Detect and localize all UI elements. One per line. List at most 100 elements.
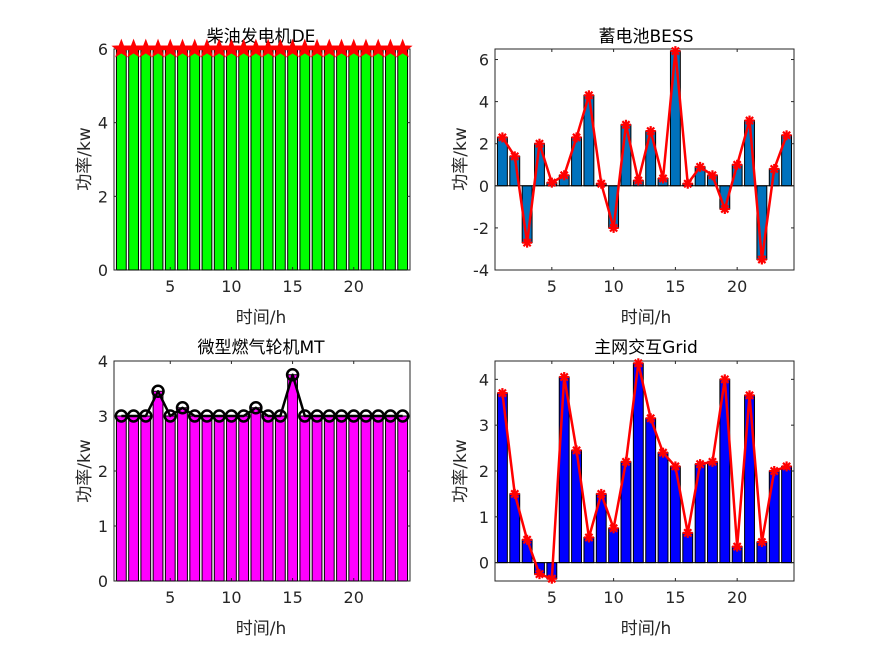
bar <box>152 390 164 582</box>
bar <box>213 415 225 582</box>
data-point <box>608 222 619 233</box>
bar <box>128 415 139 582</box>
data-point <box>658 173 669 184</box>
data-point <box>682 527 693 538</box>
bar <box>262 48 274 271</box>
data-point <box>719 374 730 385</box>
subplot-diesel: 柴油发电机DE 功率/kw 时间/h 5 10 15 20 0 2 4 6 <box>75 27 413 328</box>
bar <box>299 415 311 582</box>
bar <box>177 48 188 271</box>
data-point <box>596 488 607 499</box>
bar <box>311 415 323 582</box>
data-point <box>559 170 570 181</box>
subplot-title: 主网交互Grid <box>594 338 698 358</box>
bar <box>250 48 262 271</box>
y-tick-label: 2 <box>479 135 489 154</box>
bar <box>201 415 213 582</box>
data-point <box>769 466 780 476</box>
bar <box>397 48 409 271</box>
x-tick-label: 20 <box>344 277 364 296</box>
y-tick-label: 3 <box>98 407 108 426</box>
y-tick-label: 1 <box>479 508 489 527</box>
x-tick-label: 15 <box>665 588 685 607</box>
data-point <box>719 203 730 214</box>
subplot-grid: 主网交互Grid 功率/kw 时间/h 5 10 15 20 0 1 2 3 4 <box>451 338 795 639</box>
data-point <box>596 178 607 189</box>
subplot-title: 微型燃气轮机MT <box>197 338 325 358</box>
x-axis-label: 时间/h <box>236 308 287 328</box>
data-point <box>546 573 557 584</box>
bar <box>128 48 139 271</box>
bar <box>164 415 176 582</box>
subplot-microturbine: 微型燃气轮机MT 功率/kw 时间/h 5 10 15 20 0 1 2 3 4 <box>75 338 411 639</box>
bar <box>385 48 396 271</box>
bar <box>140 415 152 582</box>
series-line <box>501 49 788 261</box>
bar <box>238 48 250 271</box>
data-point <box>608 523 619 534</box>
data-point <box>583 90 594 101</box>
y-tick-label: -4 <box>473 261 489 280</box>
bar <box>645 130 657 187</box>
data-point <box>633 358 644 369</box>
data-point <box>670 46 681 57</box>
x-tick-label: 20 <box>727 277 747 296</box>
bar <box>287 48 298 271</box>
data-point <box>249 401 263 415</box>
data-point <box>534 569 545 580</box>
bar <box>213 48 225 271</box>
y-tick-label: 6 <box>479 51 489 70</box>
bar <box>238 415 250 582</box>
data-point <box>707 170 718 181</box>
bar <box>226 415 237 582</box>
data-point <box>139 409 153 423</box>
x-tick-label: 20 <box>344 588 364 607</box>
y-tick-label: 2 <box>479 462 489 481</box>
data-point <box>670 461 681 472</box>
y-tick-label: 2 <box>98 187 108 206</box>
data-point <box>781 130 792 141</box>
bar <box>385 415 396 582</box>
data-point <box>658 447 669 458</box>
bar <box>669 50 681 187</box>
y-tick-label: 6 <box>98 40 108 59</box>
bar <box>299 48 311 271</box>
subplot-battery: 蓄电池BESS 功率/kw 时间/h 5 10 15 20 -4 -2 0 2 4 6 <box>451 27 795 328</box>
y-axis-label: 功率/kw <box>451 127 471 191</box>
bar <box>115 48 127 271</box>
x-tick-label: 15 <box>282 277 302 296</box>
data-point <box>395 409 410 423</box>
y-tick-label: 0 <box>98 572 108 591</box>
data-point <box>546 177 557 188</box>
data-point <box>583 532 594 543</box>
x-tick-label: 5 <box>547 277 557 296</box>
x-axis-label: 时间/h <box>621 308 672 328</box>
data-point <box>236 409 251 423</box>
bar <box>164 48 176 271</box>
x-tick-label: 10 <box>603 277 623 296</box>
data-point <box>285 368 300 382</box>
bar <box>177 407 188 582</box>
bar <box>336 48 347 271</box>
bar <box>397 415 409 582</box>
y-tick-label: 2 <box>98 462 108 481</box>
data-point <box>732 541 743 552</box>
y-tick-label: 4 <box>98 114 108 133</box>
bar <box>348 48 360 271</box>
data-point <box>695 459 706 470</box>
data-point <box>497 388 508 399</box>
bar <box>360 415 372 582</box>
y-tick-label: 1 <box>98 517 108 536</box>
x-tick-label: 5 <box>165 588 175 607</box>
bar <box>152 48 164 271</box>
bar <box>115 415 127 582</box>
y-tick-label: -2 <box>473 219 489 238</box>
x-tick-label: 10 <box>221 277 241 296</box>
data-point <box>509 488 520 499</box>
data-point <box>620 456 631 467</box>
data-point <box>756 254 767 265</box>
x-tick-label: 15 <box>665 277 685 296</box>
bar <box>657 452 669 564</box>
x-tick-label: 10 <box>603 588 623 607</box>
data-point <box>695 161 706 172</box>
